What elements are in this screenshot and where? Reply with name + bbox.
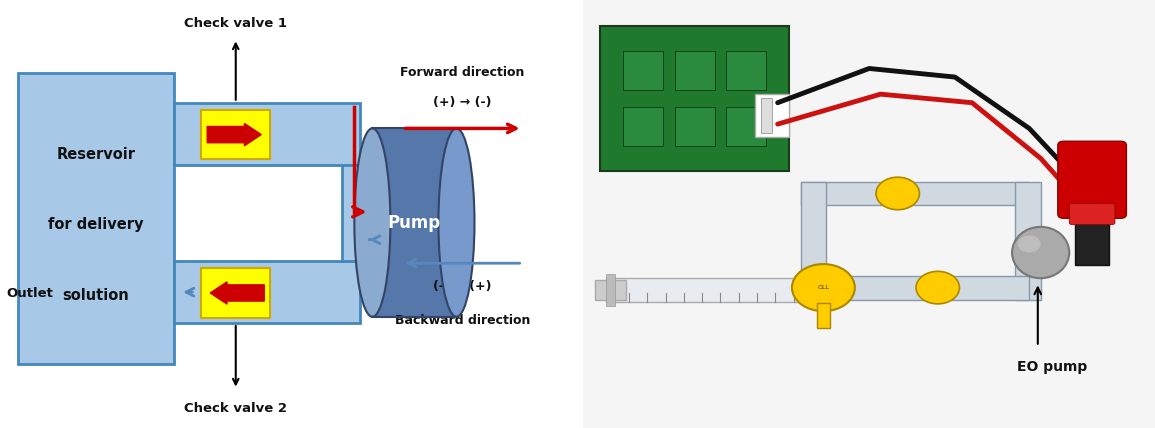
Text: Pump: Pump bbox=[388, 214, 441, 232]
Text: Forward direction: Forward direction bbox=[401, 66, 524, 79]
Bar bbox=[18, 73, 174, 364]
Text: (-) ← (+): (-) ← (+) bbox=[433, 280, 492, 293]
Ellipse shape bbox=[355, 128, 390, 317]
Ellipse shape bbox=[1012, 227, 1070, 278]
FancyArrow shape bbox=[210, 282, 264, 304]
Text: solution: solution bbox=[62, 288, 129, 303]
Text: OLL: OLL bbox=[818, 285, 829, 290]
Bar bbox=[817, 303, 830, 328]
Bar bbox=[606, 278, 824, 302]
Text: Backward direction: Backward direction bbox=[395, 315, 530, 327]
Text: Check valve 1: Check valve 1 bbox=[185, 17, 288, 30]
Bar bbox=[624, 107, 663, 146]
Bar bbox=[606, 274, 614, 306]
Circle shape bbox=[916, 271, 960, 304]
Bar bbox=[201, 268, 270, 318]
Text: Outlet: Outlet bbox=[6, 287, 53, 300]
Text: Check valve 2: Check valve 2 bbox=[185, 402, 288, 415]
Bar bbox=[800, 276, 1029, 300]
Text: Reservoir: Reservoir bbox=[57, 147, 135, 162]
Ellipse shape bbox=[1018, 235, 1041, 253]
FancyArrow shape bbox=[207, 124, 261, 146]
Bar bbox=[800, 182, 826, 300]
Bar bbox=[372, 128, 456, 317]
Text: (+) → (-): (+) → (-) bbox=[433, 96, 492, 109]
Bar bbox=[595, 280, 626, 300]
Bar bbox=[1075, 205, 1109, 265]
Bar bbox=[675, 51, 715, 90]
Ellipse shape bbox=[439, 128, 475, 317]
Circle shape bbox=[875, 177, 919, 210]
Bar bbox=[726, 107, 766, 146]
Bar bbox=[675, 107, 715, 146]
Bar bbox=[726, 51, 766, 90]
Circle shape bbox=[792, 264, 855, 311]
Bar bbox=[624, 51, 663, 90]
Bar bbox=[800, 182, 1029, 205]
Text: EO pump: EO pump bbox=[1016, 360, 1087, 374]
Bar bbox=[174, 261, 360, 323]
Bar bbox=[1015, 182, 1041, 300]
FancyBboxPatch shape bbox=[1070, 203, 1115, 225]
Bar bbox=[760, 98, 772, 133]
Bar bbox=[174, 103, 360, 165]
Text: for delivery: for delivery bbox=[49, 217, 144, 232]
FancyBboxPatch shape bbox=[1058, 141, 1126, 218]
Bar bbox=[755, 94, 789, 137]
Bar bbox=[201, 110, 270, 159]
Bar bbox=[601, 26, 789, 171]
Bar bbox=[342, 165, 364, 261]
